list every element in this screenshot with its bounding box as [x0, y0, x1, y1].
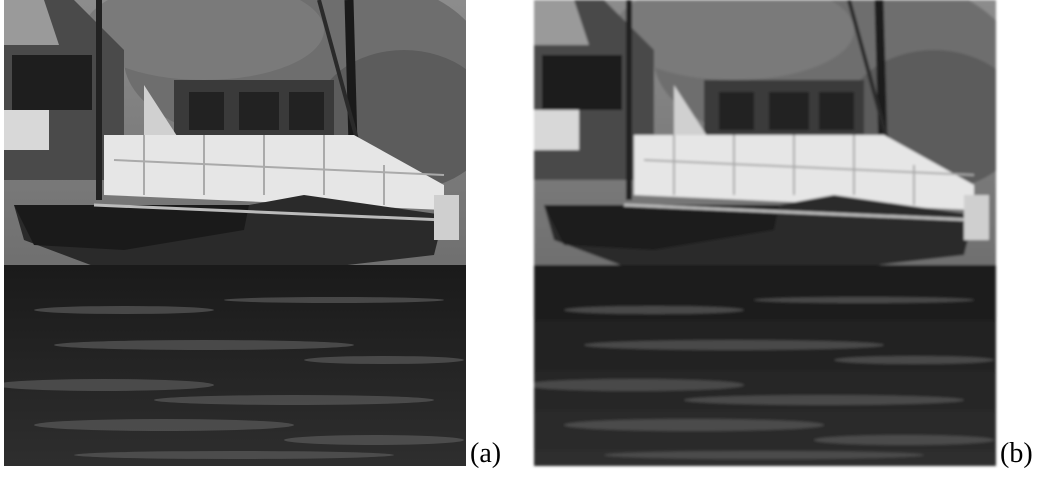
panel-label: (a) — [470, 438, 501, 469]
page: (a) (b) (() => { const data = JSON.parse… — [0, 0, 1050, 472]
image-b — [524, 0, 1024, 466]
panel-label: (b) — [1000, 438, 1033, 469]
figure: (a) (b) — [0, 0, 1050, 472]
image-a — [0, 0, 494, 466]
